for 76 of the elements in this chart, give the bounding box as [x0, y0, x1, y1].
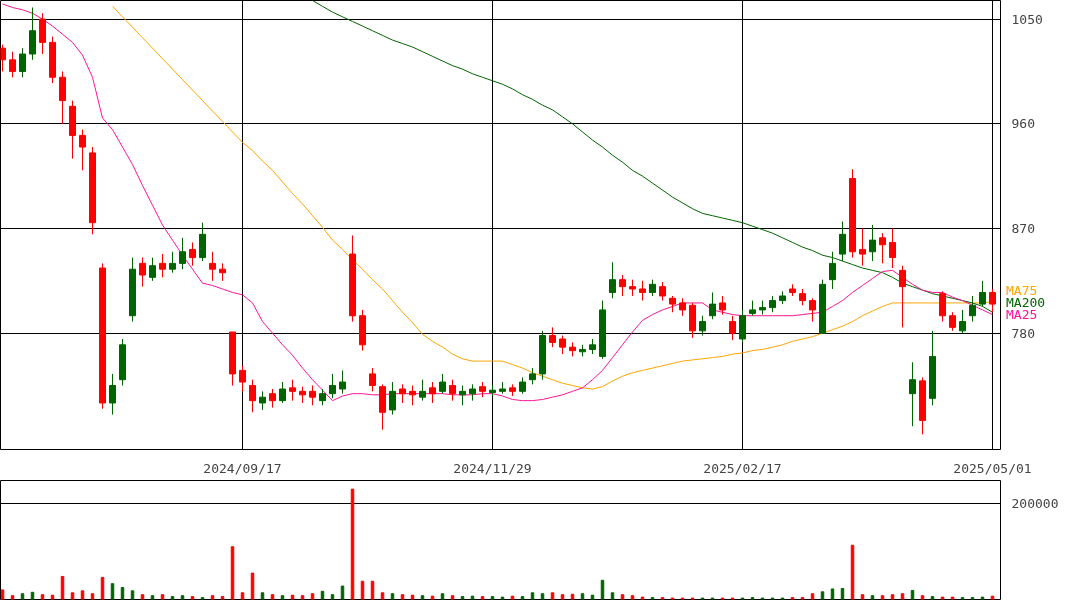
bar — [500, 596, 505, 600]
candlestick — [139, 257, 146, 288]
bar — [510, 595, 515, 600]
y-tick-label: 960 — [1011, 116, 1035, 132]
candlestick — [729, 315, 736, 341]
candlestick — [549, 326, 556, 348]
candlestick — [339, 369, 346, 395]
candlestick — [619, 274, 626, 297]
candlestick — [39, 12, 46, 55]
y-tick-label: 200000 — [1011, 496, 1059, 512]
candlestick — [639, 280, 646, 302]
bar — [640, 596, 645, 600]
candlestick — [889, 227, 896, 269]
candlestick — [109, 373, 116, 416]
candlestick — [559, 335, 566, 355]
candlestick — [459, 385, 466, 406]
candlestick — [149, 257, 156, 282]
candlestick — [449, 379, 456, 402]
candlestick — [79, 129, 86, 171]
x-tick-label: 2024/09/17 — [203, 460, 282, 476]
candlestick — [949, 311, 956, 332]
candlestick — [959, 309, 966, 334]
x-tick-label: 2025/02/17 — [703, 460, 782, 476]
candlestick — [289, 379, 296, 402]
bar — [940, 596, 945, 600]
candlestick — [59, 70, 66, 125]
candlestick — [439, 373, 446, 395]
candlestick — [699, 315, 706, 337]
candlestick — [189, 241, 196, 267]
candlestick — [739, 309, 746, 343]
candlestick — [979, 280, 986, 307]
bar — [990, 595, 995, 600]
candlestick — [199, 222, 206, 262]
candlestick — [259, 390, 266, 411]
candlestick — [859, 227, 866, 267]
candlestick — [209, 251, 216, 282]
candlestick — [809, 297, 816, 323]
candlestick — [389, 381, 396, 416]
y-tick-label: 1050 — [1011, 11, 1043, 27]
candlestick — [309, 385, 316, 406]
candlestick — [9, 51, 16, 78]
candlestick — [239, 365, 246, 392]
x-tick-label: 2024/11/29 — [453, 460, 532, 476]
candlestick — [179, 237, 186, 270]
candlestick — [939, 290, 946, 323]
bar — [430, 595, 435, 600]
y-tick-label: 780 — [1011, 325, 1035, 341]
candlestick — [409, 385, 416, 406]
bar — [980, 596, 985, 600]
candlestick — [419, 379, 426, 402]
x-tick-label: 2025/05/01 — [953, 460, 1032, 476]
bar — [470, 595, 475, 600]
candlestick — [719, 295, 726, 316]
candlestick — [989, 288, 996, 313]
candlestick — [869, 224, 876, 262]
candlestick — [329, 373, 336, 399]
candlestick — [399, 383, 406, 404]
candlestick — [899, 265, 906, 328]
candlestick — [879, 232, 886, 264]
candlestick — [909, 361, 916, 427]
candlestick — [249, 379, 256, 413]
candlestick — [159, 253, 166, 278]
bar — [950, 596, 955, 600]
candlestick — [839, 221, 846, 262]
y-tick-label: 870 — [1011, 220, 1035, 236]
candlestick — [29, 6, 36, 61]
candlestick — [829, 251, 836, 290]
candlestick — [19, 47, 26, 78]
candlestick — [279, 381, 286, 404]
candlestick — [369, 367, 376, 392]
candlestick — [659, 281, 666, 302]
candlestick — [429, 381, 436, 404]
candlestick — [609, 261, 616, 299]
candlestick — [709, 291, 716, 320]
candlestick — [269, 388, 276, 409]
candlestick — [169, 251, 176, 274]
